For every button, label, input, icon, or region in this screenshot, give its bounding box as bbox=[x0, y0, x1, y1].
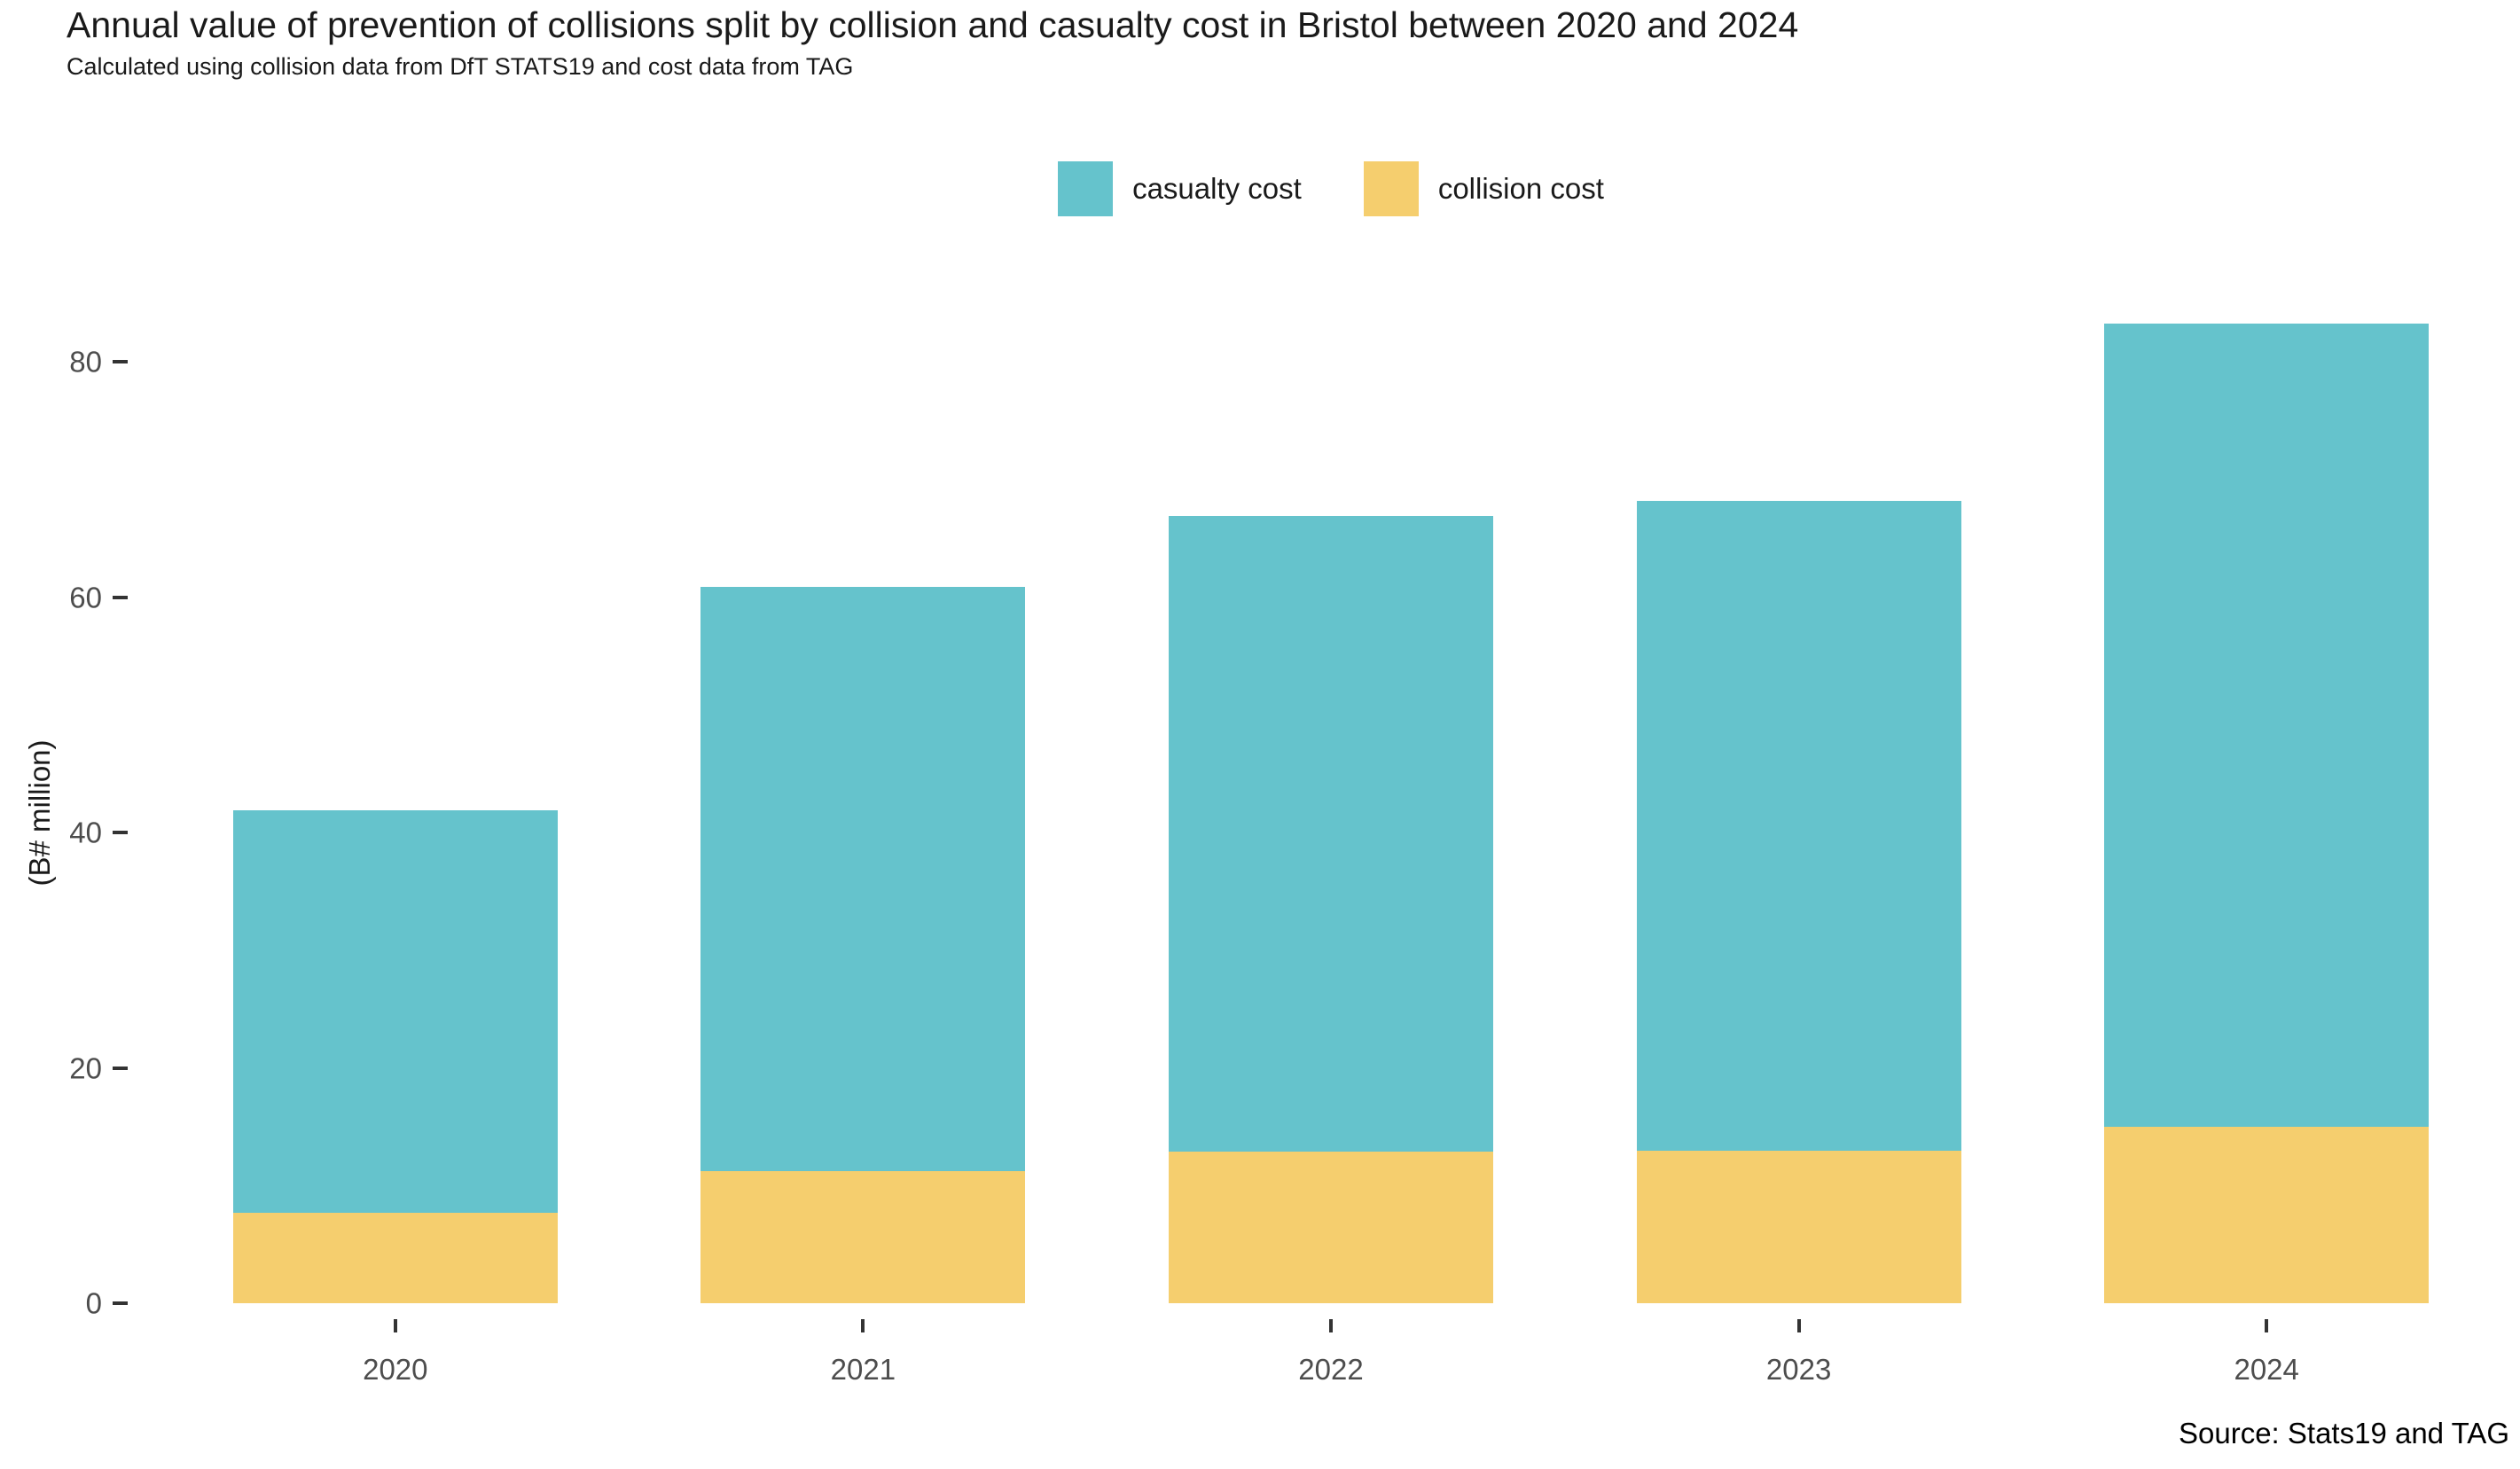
x-tick-label-2022: 2022 bbox=[1298, 1353, 1364, 1386]
y-tick-label: 40 bbox=[69, 816, 102, 849]
legend-swatch-icon bbox=[1363, 161, 1419, 216]
legend-swatch-icon bbox=[1058, 161, 1114, 216]
x-tick-label-2024: 2024 bbox=[2234, 1353, 2299, 1386]
bar-segment-casualty-cost-2021 bbox=[700, 586, 1026, 1172]
legend: casualty cost collision cost bbox=[161, 160, 2500, 218]
legend-item-0: casualty cost bbox=[1058, 161, 1302, 216]
y-axis: 0 20 40 60 80 bbox=[0, 256, 142, 1318]
x-tick-mark bbox=[1329, 1319, 1333, 1332]
bar-segment-collision-cost-2024 bbox=[2104, 1126, 2430, 1303]
bar-group-2024 bbox=[2032, 256, 2500, 1303]
x-tick-mark bbox=[2265, 1319, 2269, 1332]
plot-area bbox=[161, 256, 2500, 1303]
bar-segment-collision-cost-2021 bbox=[700, 1171, 1026, 1303]
bar-segment-casualty-cost-2022 bbox=[1168, 516, 1493, 1152]
x-tick-label-2021: 2021 bbox=[830, 1353, 896, 1386]
bar-group-2022 bbox=[1097, 256, 1565, 1303]
y-tick-label: 80 bbox=[69, 345, 102, 379]
chart-subtitle: Calculated using collision data from DfT… bbox=[67, 53, 854, 80]
y-tick-mark bbox=[113, 595, 128, 599]
bar-segment-collision-cost-2020 bbox=[232, 1212, 558, 1303]
bar-segment-collision-cost-2023 bbox=[1636, 1150, 1961, 1303]
x-axis: 2020 2021 2022 2023 2024 bbox=[161, 1303, 2500, 1418]
y-tick-mark bbox=[113, 1301, 128, 1305]
bar-segment-collision-cost-2022 bbox=[1168, 1151, 1493, 1303]
bar-group-2020 bbox=[161, 256, 630, 1303]
legend-item-1: collision cost bbox=[1363, 161, 1604, 216]
x-tick-mark bbox=[1796, 1319, 1801, 1332]
legend-label: casualty cost bbox=[1132, 172, 1302, 205]
y-tick-label: 0 bbox=[85, 1286, 102, 1320]
x-tick-label-2020: 2020 bbox=[363, 1353, 428, 1386]
bar-segment-casualty-cost-2024 bbox=[2104, 323, 2430, 1127]
bar-segment-casualty-cost-2020 bbox=[232, 810, 558, 1213]
x-tick-mark bbox=[861, 1319, 865, 1332]
y-tick-mark bbox=[113, 360, 128, 364]
chart-title: Annual value of prevention of collisions… bbox=[67, 4, 1799, 45]
y-tick-mark bbox=[113, 831, 128, 835]
bar-group-2021 bbox=[630, 256, 1098, 1303]
y-tick-label: 60 bbox=[69, 581, 102, 614]
y-tick-label: 20 bbox=[69, 1051, 102, 1085]
legend-label: collision cost bbox=[1437, 172, 1604, 205]
x-tick-label-2023: 2023 bbox=[1765, 1353, 1832, 1386]
y-tick-mark bbox=[113, 1066, 128, 1070]
bar-segment-casualty-cost-2023 bbox=[1636, 501, 1961, 1151]
x-tick-mark bbox=[393, 1319, 397, 1332]
bar-group-2023 bbox=[1565, 256, 2033, 1303]
source-note: Source: Stats19 and TAG bbox=[2179, 1417, 2509, 1449]
